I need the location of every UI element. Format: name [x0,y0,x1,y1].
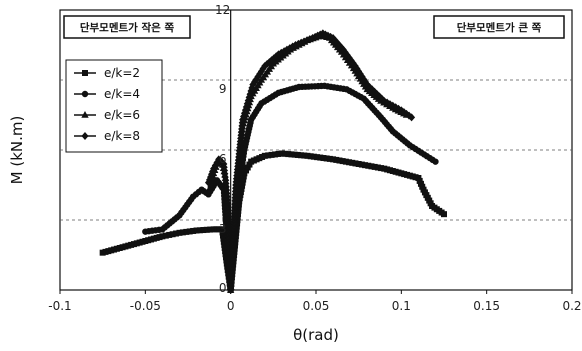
legend-marker-1 [82,70,89,77]
legend: e/k=2 e/k=4 e/k=6 e/k=8 [65,59,163,153]
y-axis-label: M (kN.m) [8,116,26,185]
series-2-point-190 [432,158,439,165]
x-tick-label-2: 0 [227,299,235,313]
x-tick-label-0: -0.1 [48,299,71,313]
y-tick-label-0: 0 [219,281,227,295]
legend-marker-2 [81,90,89,98]
x-tick-label-3: 0.05 [303,299,330,313]
x-tick-label-1: -0.05 [130,299,161,313]
series-4 [204,29,416,295]
series-1 [99,150,447,293]
legend-label-3: e/k=6 [104,108,140,122]
tick-labels: -0.1 -0.05 0 0.05 0.1 0.15 0.2 0 3 6 9 12 [48,3,581,313]
y-tick-label-3: 9 [219,82,227,96]
annotation-large-end: 단부모멘트가 큰 쪽 [433,15,565,39]
y-tick-label-1: 3 [219,222,227,236]
y-tick-label-2: 6 [219,152,227,166]
legend-label-1: e/k=2 [104,66,140,80]
legend-marker-4 [81,131,89,141]
x-axis-label: θ(rad) [293,326,339,344]
legend-label-4: e/k=8 [104,129,140,143]
series-2-line [145,85,436,291]
annotation-large-end-text: 단부모멘트가 큰 쪽 [457,21,542,34]
series-1-point-168 [440,211,447,218]
legend-label-2: e/k=4 [104,87,140,101]
x-tick-label-5: 0.15 [473,299,500,313]
annotation-small-end-text: 단부모멘트가 작은 쪽 [80,21,175,34]
annotation-small-end: 단부모멘트가 작은 쪽 [63,15,191,39]
legend-items: e/k=2 e/k=4 e/k=6 e/k=8 [74,66,140,143]
x-tick-label-4: 0.1 [392,299,411,313]
y-tick-label-4: 12 [215,3,230,17]
x-tick-label-6: 0.2 [562,299,581,313]
series-2 [142,82,439,294]
series-group [99,29,447,295]
series-4-point-182 [408,113,416,122]
legend-marker-3 [81,110,89,118]
